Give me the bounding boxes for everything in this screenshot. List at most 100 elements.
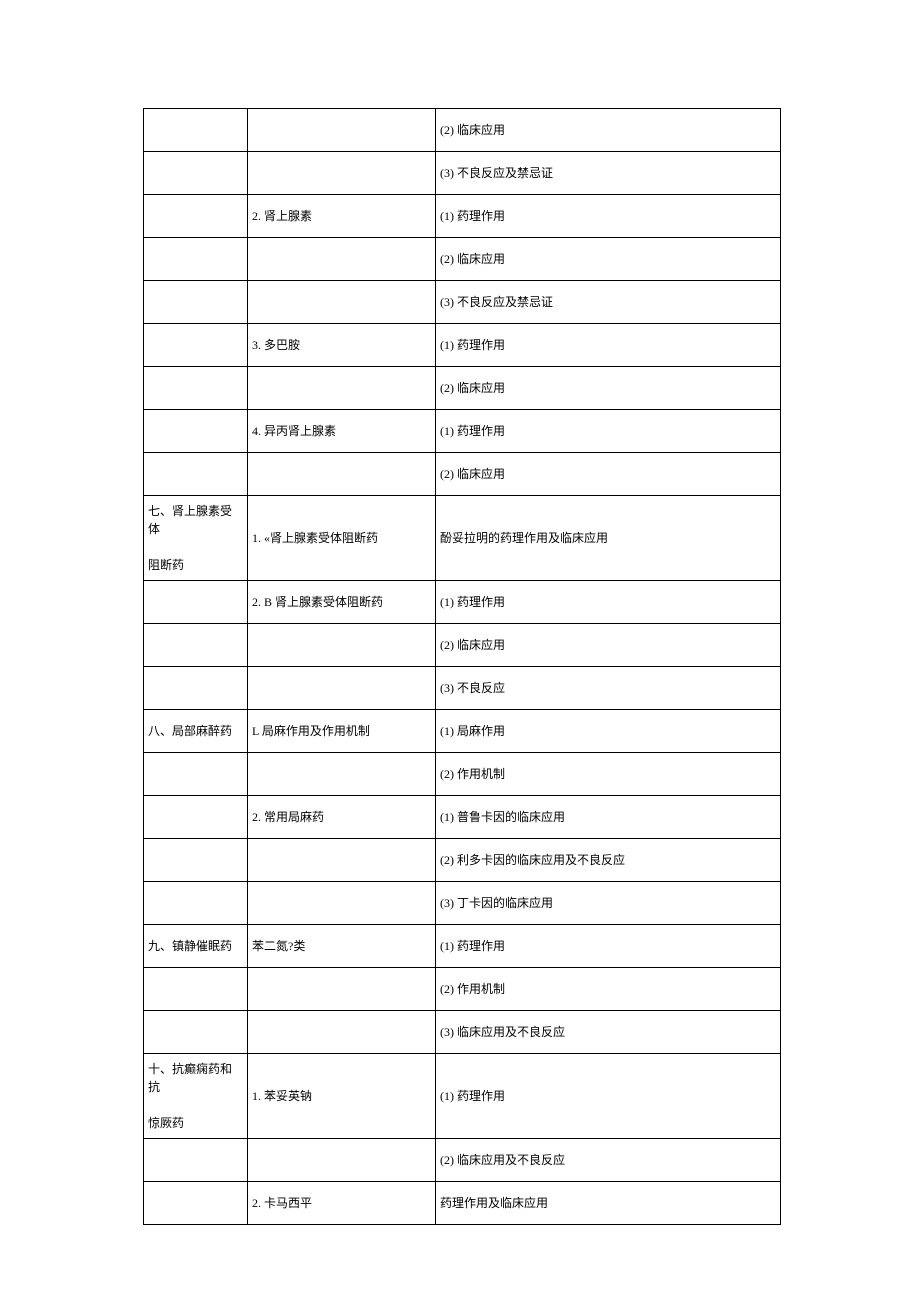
- table-cell: [248, 281, 436, 324]
- table-cell: [248, 624, 436, 667]
- table-cell: [248, 968, 436, 1011]
- table-cell: (2) 利多卡因的临床应用及不良反应: [436, 839, 781, 882]
- table-cell: (1) 药理作用: [436, 1054, 781, 1139]
- table-cell: [248, 1139, 436, 1182]
- table-cell: 酚妥拉明的药理作用及临床应用: [436, 496, 781, 581]
- table-cell: [248, 839, 436, 882]
- table-cell: (2) 临床应用: [436, 367, 781, 410]
- table-cell: (1) 药理作用: [436, 410, 781, 453]
- table-row: 十、抗癫痫药和抗惊厥药1. 苯妥英钠(1) 药理作用: [144, 1054, 781, 1139]
- table-cell: (1) 药理作用: [436, 195, 781, 238]
- table-cell: [248, 109, 436, 152]
- table-row: 2. 肾上腺素(1) 药理作用: [144, 195, 781, 238]
- table-cell: [144, 238, 248, 281]
- table-cell: (2) 临床应用及不良反应: [436, 1139, 781, 1182]
- table-cell: (1) 局麻作用: [436, 710, 781, 753]
- table-cell: [144, 152, 248, 195]
- table-cell: [248, 367, 436, 410]
- table-cell: (2) 临床应用: [436, 624, 781, 667]
- table-cell: 2. 常用局麻药: [248, 796, 436, 839]
- table-cell: [144, 882, 248, 925]
- table-cell: (2) 临床应用: [436, 453, 781, 496]
- table-row: 4. 异丙肾上腺素(1) 药理作用: [144, 410, 781, 453]
- table-row: (2) 临床应用及不良反应: [144, 1139, 781, 1182]
- table-cell: 2. 卡马西平: [248, 1182, 436, 1225]
- table-cell: [144, 453, 248, 496]
- table-row: (2) 作用机制: [144, 753, 781, 796]
- table-cell: [144, 195, 248, 238]
- table-cell: [144, 1011, 248, 1054]
- table-cell: (3) 不良反应: [436, 667, 781, 710]
- table-cell: (2) 临床应用: [436, 238, 781, 281]
- table-cell: (2) 作用机制: [436, 753, 781, 796]
- table-cell: 3. 多巴胺: [248, 324, 436, 367]
- table-cell: [144, 410, 248, 453]
- table-cell: 2. 肾上腺素: [248, 195, 436, 238]
- table-cell: 1. 苯妥英钠: [248, 1054, 436, 1139]
- table-cell: 苯二氮?类: [248, 925, 436, 968]
- table-cell: [144, 109, 248, 152]
- table-row: (2) 临床应用: [144, 238, 781, 281]
- table-cell: [144, 796, 248, 839]
- table-cell: [248, 238, 436, 281]
- table-cell: (2) 作用机制: [436, 968, 781, 1011]
- table-cell: [144, 1182, 248, 1225]
- table-cell: [144, 667, 248, 710]
- table-row: (2) 临床应用: [144, 367, 781, 410]
- table-cell: (1) 药理作用: [436, 581, 781, 624]
- table-cell: 1. «肾上腺素受体阻断药: [248, 496, 436, 581]
- table-cell: [144, 624, 248, 667]
- table-row: (2) 临床应用: [144, 109, 781, 152]
- table-row: (2) 临床应用: [144, 453, 781, 496]
- table-row: (3) 丁卡因的临床应用: [144, 882, 781, 925]
- table-cell: (3) 临床应用及不良反应: [436, 1011, 781, 1054]
- table-cell: (1) 药理作用: [436, 324, 781, 367]
- table-cell: 七、肾上腺素受体阻断药: [144, 496, 248, 581]
- table-cell: [144, 839, 248, 882]
- table-row: 2. 常用局麻药(1) 普鲁卡因的临床应用: [144, 796, 781, 839]
- table-cell: 2. B 肾上腺素受体阻断药: [248, 581, 436, 624]
- table-cell: L 局麻作用及作用机制: [248, 710, 436, 753]
- table-cell: (3) 不良反应及禁忌证: [436, 281, 781, 324]
- table-row: (3) 不良反应及禁忌证: [144, 152, 781, 195]
- table-cell: [144, 753, 248, 796]
- document-page: (2) 临床应用(3) 不良反应及禁忌证2. 肾上腺素(1) 药理作用(2) 临…: [0, 0, 920, 1301]
- table-row: 七、肾上腺素受体阻断药1. «肾上腺素受体阻断药酚妥拉明的药理作用及临床应用: [144, 496, 781, 581]
- table-cell: 药理作用及临床应用: [436, 1182, 781, 1225]
- table-cell: [248, 152, 436, 195]
- table-row: 2. 卡马西平药理作用及临床应用: [144, 1182, 781, 1225]
- table-row: 3. 多巴胺(1) 药理作用: [144, 324, 781, 367]
- table-cell: [144, 367, 248, 410]
- table-cell: [144, 968, 248, 1011]
- table-row: 八、局部麻醉药L 局麻作用及作用机制(1) 局麻作用: [144, 710, 781, 753]
- table-cell: 4. 异丙肾上腺素: [248, 410, 436, 453]
- table-cell: [144, 281, 248, 324]
- table-body: (2) 临床应用(3) 不良反应及禁忌证2. 肾上腺素(1) 药理作用(2) 临…: [144, 109, 781, 1225]
- table-cell: (3) 丁卡因的临床应用: [436, 882, 781, 925]
- table-row: (3) 不良反应: [144, 667, 781, 710]
- table-cell: [248, 882, 436, 925]
- table-cell: (1) 普鲁卡因的临床应用: [436, 796, 781, 839]
- table-cell: [248, 753, 436, 796]
- table-row: (2) 作用机制: [144, 968, 781, 1011]
- table-row: (3) 临床应用及不良反应: [144, 1011, 781, 1054]
- table-cell: [144, 1139, 248, 1182]
- table-cell: (3) 不良反应及禁忌证: [436, 152, 781, 195]
- table-cell: 十、抗癫痫药和抗惊厥药: [144, 1054, 248, 1139]
- table-cell: 八、局部麻醉药: [144, 710, 248, 753]
- table-cell: (2) 临床应用: [436, 109, 781, 152]
- table-cell: (1) 药理作用: [436, 925, 781, 968]
- table-row: (3) 不良反应及禁忌证: [144, 281, 781, 324]
- table-row: 2. B 肾上腺素受体阻断药(1) 药理作用: [144, 581, 781, 624]
- table-cell: [144, 581, 248, 624]
- table-cell: [144, 324, 248, 367]
- table-cell: 九、镇静催眠药: [144, 925, 248, 968]
- table-container: (2) 临床应用(3) 不良反应及禁忌证2. 肾上腺素(1) 药理作用(2) 临…: [143, 108, 780, 1225]
- syllabus-table: (2) 临床应用(3) 不良反应及禁忌证2. 肾上腺素(1) 药理作用(2) 临…: [143, 108, 781, 1225]
- table-row: 九、镇静催眠药苯二氮?类(1) 药理作用: [144, 925, 781, 968]
- table-cell: [248, 453, 436, 496]
- table-row: (2) 利多卡因的临床应用及不良反应: [144, 839, 781, 882]
- table-cell: [248, 667, 436, 710]
- table-cell: [248, 1011, 436, 1054]
- table-row: (2) 临床应用: [144, 624, 781, 667]
